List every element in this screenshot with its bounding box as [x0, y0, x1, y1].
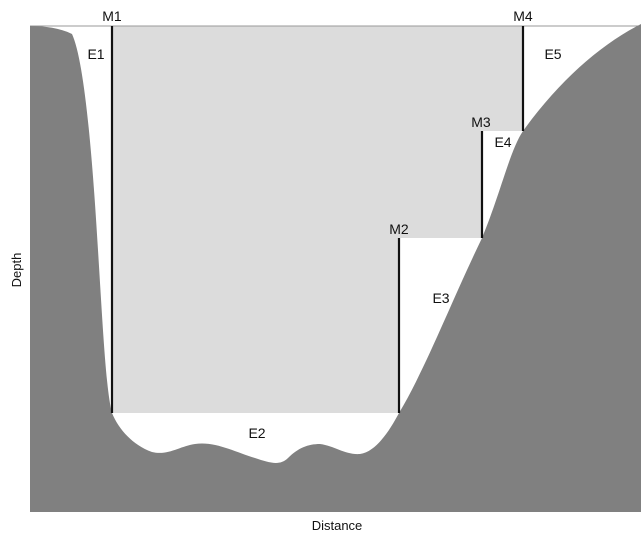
measurement-label-m4: M4 [513, 8, 533, 24]
measurement-label-m3: M3 [471, 114, 491, 130]
region-label-e5: E5 [544, 46, 561, 62]
measurement-label-m2: M2 [389, 221, 409, 237]
region-label-e1: E1 [87, 46, 104, 62]
measured-area [112, 26, 523, 413]
region-label-e4: E4 [494, 134, 511, 150]
region-label-e3: E3 [432, 290, 449, 306]
x-axis-label: Distance [312, 518, 363, 533]
region-label-e2: E2 [248, 425, 265, 441]
terrain-profile [30, 24, 641, 512]
measurement-label-m1: M1 [102, 8, 122, 24]
y-axis-label: Depth [9, 253, 24, 288]
